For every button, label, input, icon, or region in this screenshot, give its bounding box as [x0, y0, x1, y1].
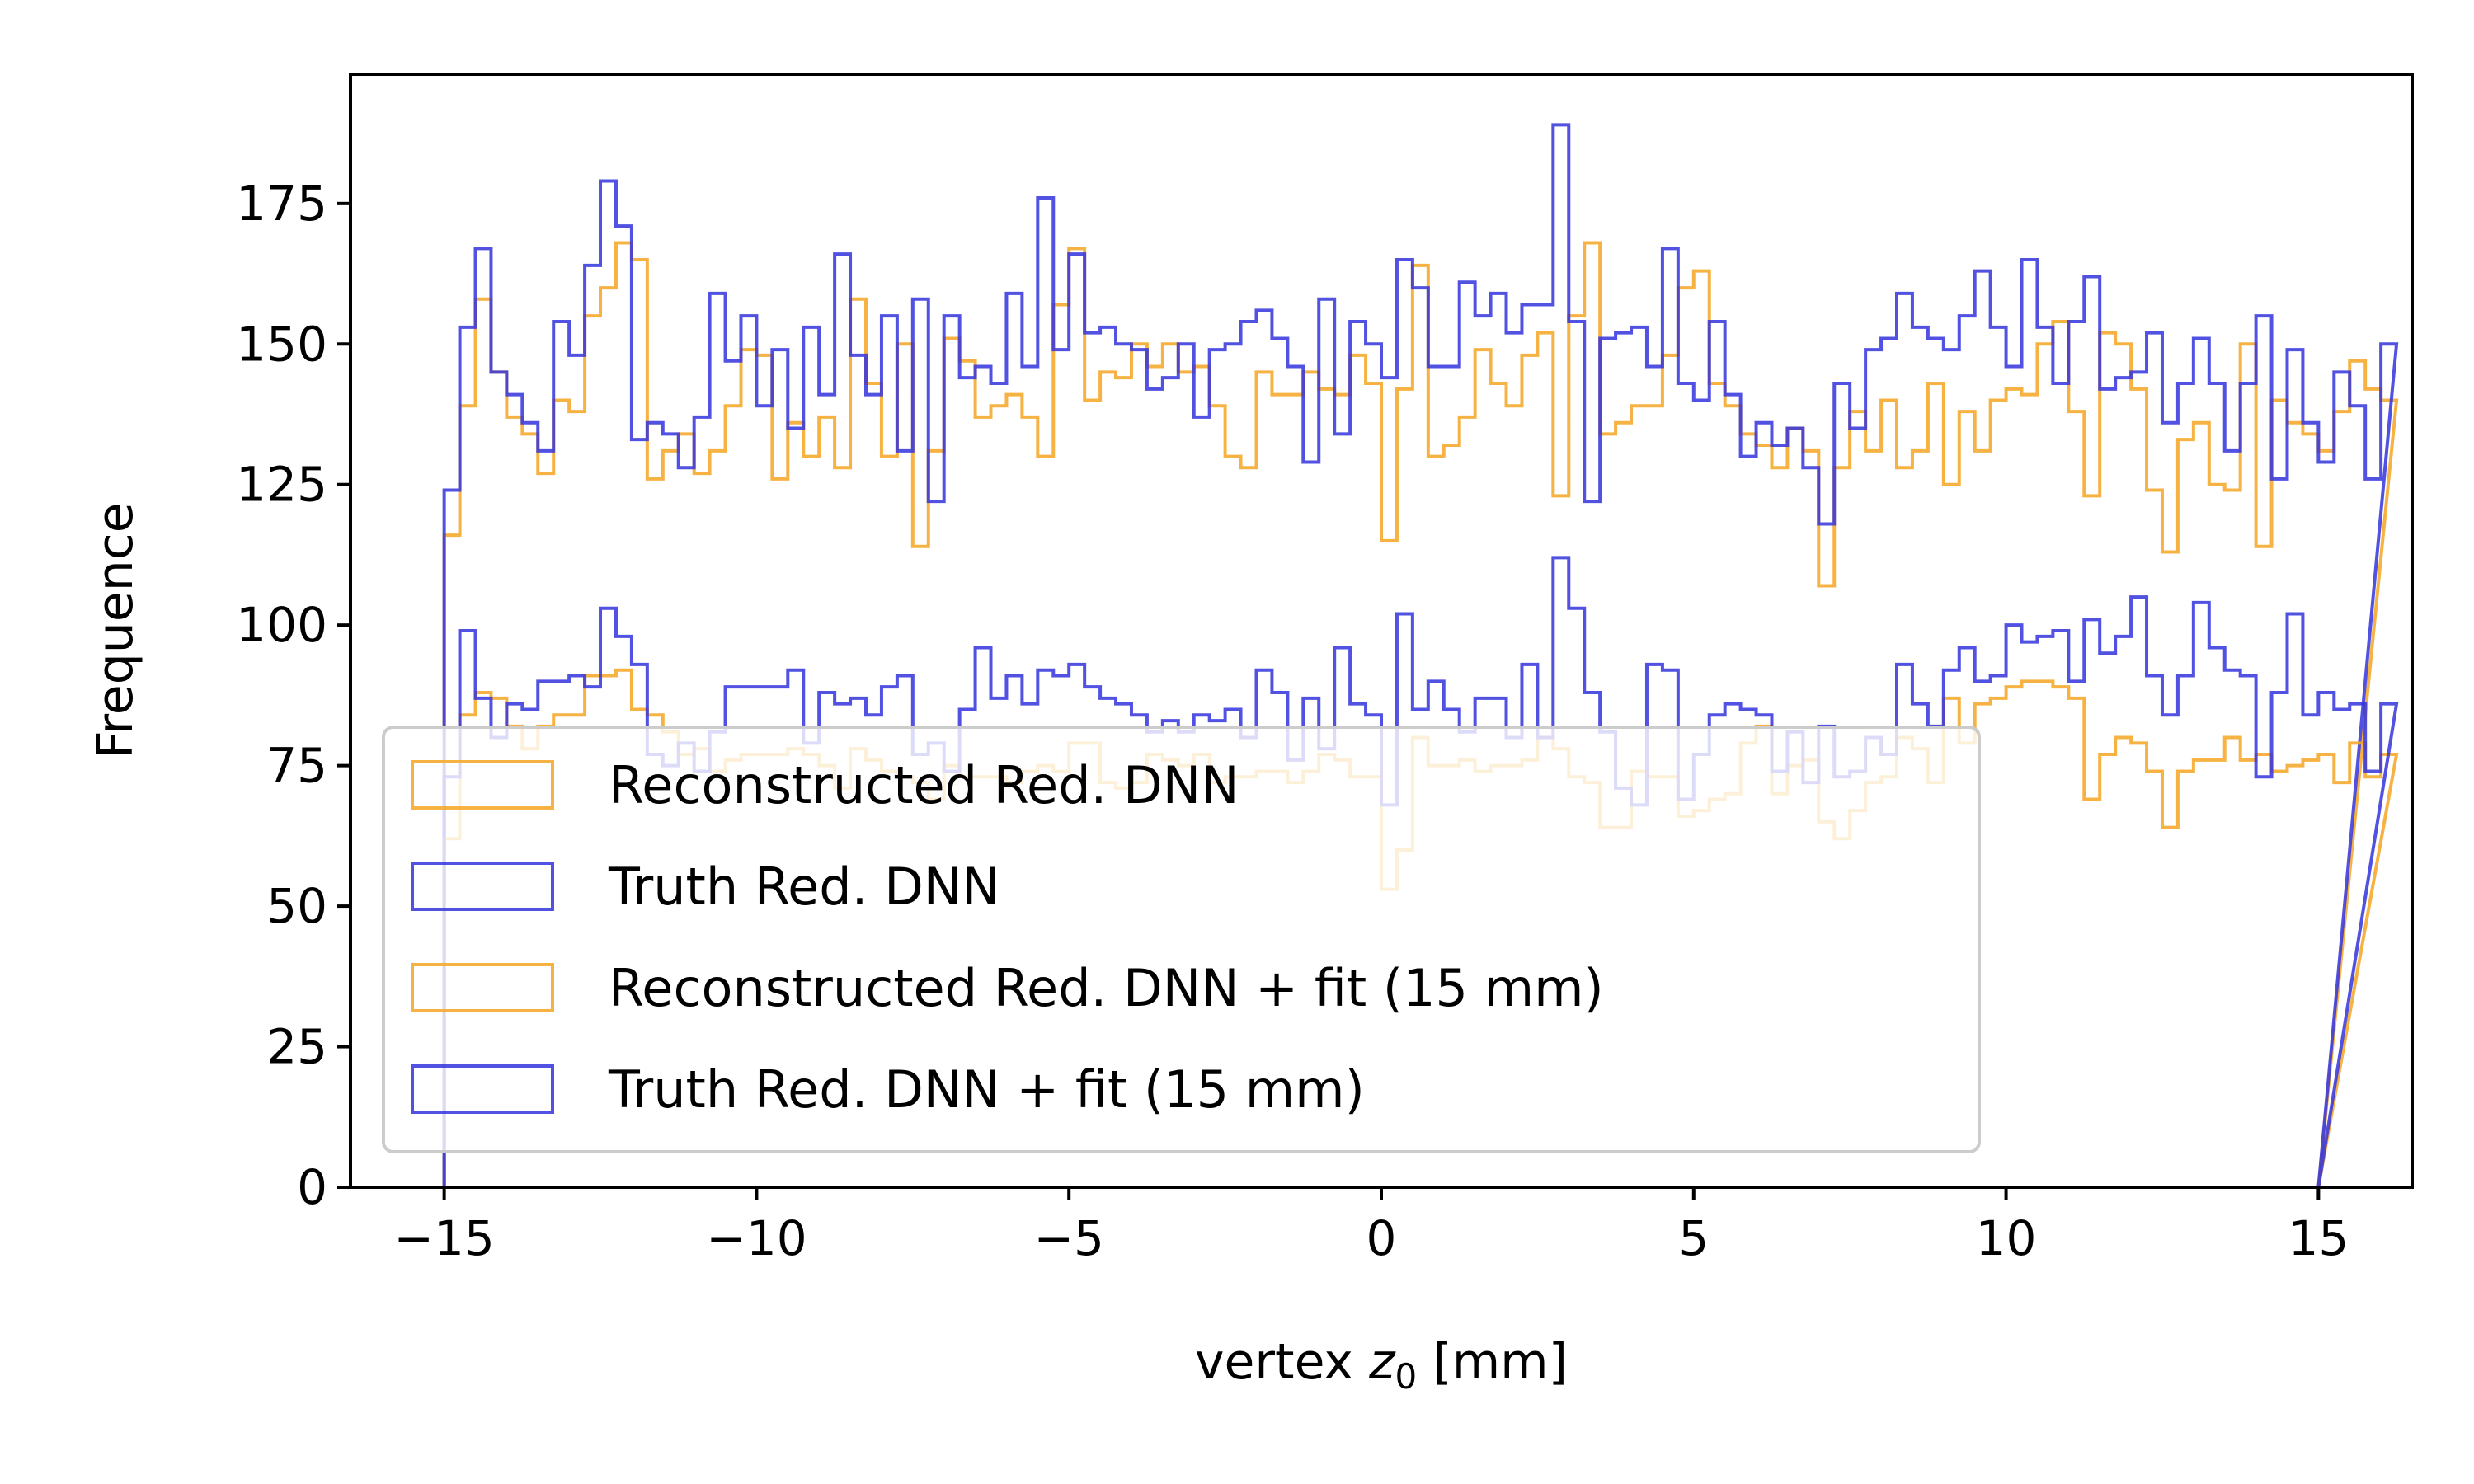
legend-swatch — [411, 862, 554, 911]
x-tick-label: −5 — [1033, 1210, 1104, 1266]
legend-box — [382, 726, 1981, 1153]
legend-label: Reconstructed Red. DNN — [609, 755, 1239, 815]
y-axis-title: Frequence — [87, 502, 144, 758]
y-tick-label: 175 — [236, 176, 327, 232]
y-tick-label: 75 — [266, 738, 327, 794]
x-axis-title-var: z — [1368, 1333, 1396, 1391]
series-4-step — [442, 556, 2399, 1188]
x-tick-label: 5 — [1678, 1210, 1709, 1266]
x-axis-title-prefix: vertex — [1195, 1333, 1369, 1391]
series-2-step — [442, 123, 2399, 1188]
x-tick-label: −10 — [706, 1210, 807, 1266]
legend-swatch — [411, 963, 554, 1012]
y-tick-label: 150 — [236, 316, 327, 372]
x-tick-label: −15 — [393, 1210, 494, 1266]
legend: Reconstructed Red. DNN Truth Red. DNN Reco… — [382, 726, 1981, 1153]
y-axis: 0 25 50 75 100 125 150 175 — [236, 176, 350, 1215]
x-axis-title-suffix: [mm] — [1417, 1333, 1568, 1391]
legend-swatch — [411, 1064, 554, 1114]
legend-label: Truth Red. DNN — [608, 857, 1000, 917]
y-tick-label: 0 — [297, 1159, 327, 1215]
y-tick-label: 100 — [236, 597, 327, 653]
y-tick-label: 125 — [236, 457, 327, 513]
y-tick-label: 25 — [266, 1019, 327, 1075]
x-tick-label: 10 — [1976, 1210, 2037, 1266]
x-axis: −15 −10 −5 0 5 10 15 — [393, 1187, 2349, 1266]
legend-label: Reconstructed Red. DNN + fit (15 mm) — [609, 958, 1604, 1018]
y-tick-label: 50 — [266, 878, 327, 934]
legend-swatch — [411, 760, 554, 810]
x-axis-title-sub: 0 — [1395, 1356, 1418, 1397]
x-axis-title: vertex z0 [mm] — [1195, 1333, 1568, 1397]
x-tick-label: 15 — [2288, 1210, 2349, 1266]
x-tick-label: 0 — [1366, 1210, 1397, 1266]
series-1-step — [442, 241, 2399, 1188]
legend-label: Truth Red. DNN + fit (15 mm) — [608, 1059, 1365, 1120]
